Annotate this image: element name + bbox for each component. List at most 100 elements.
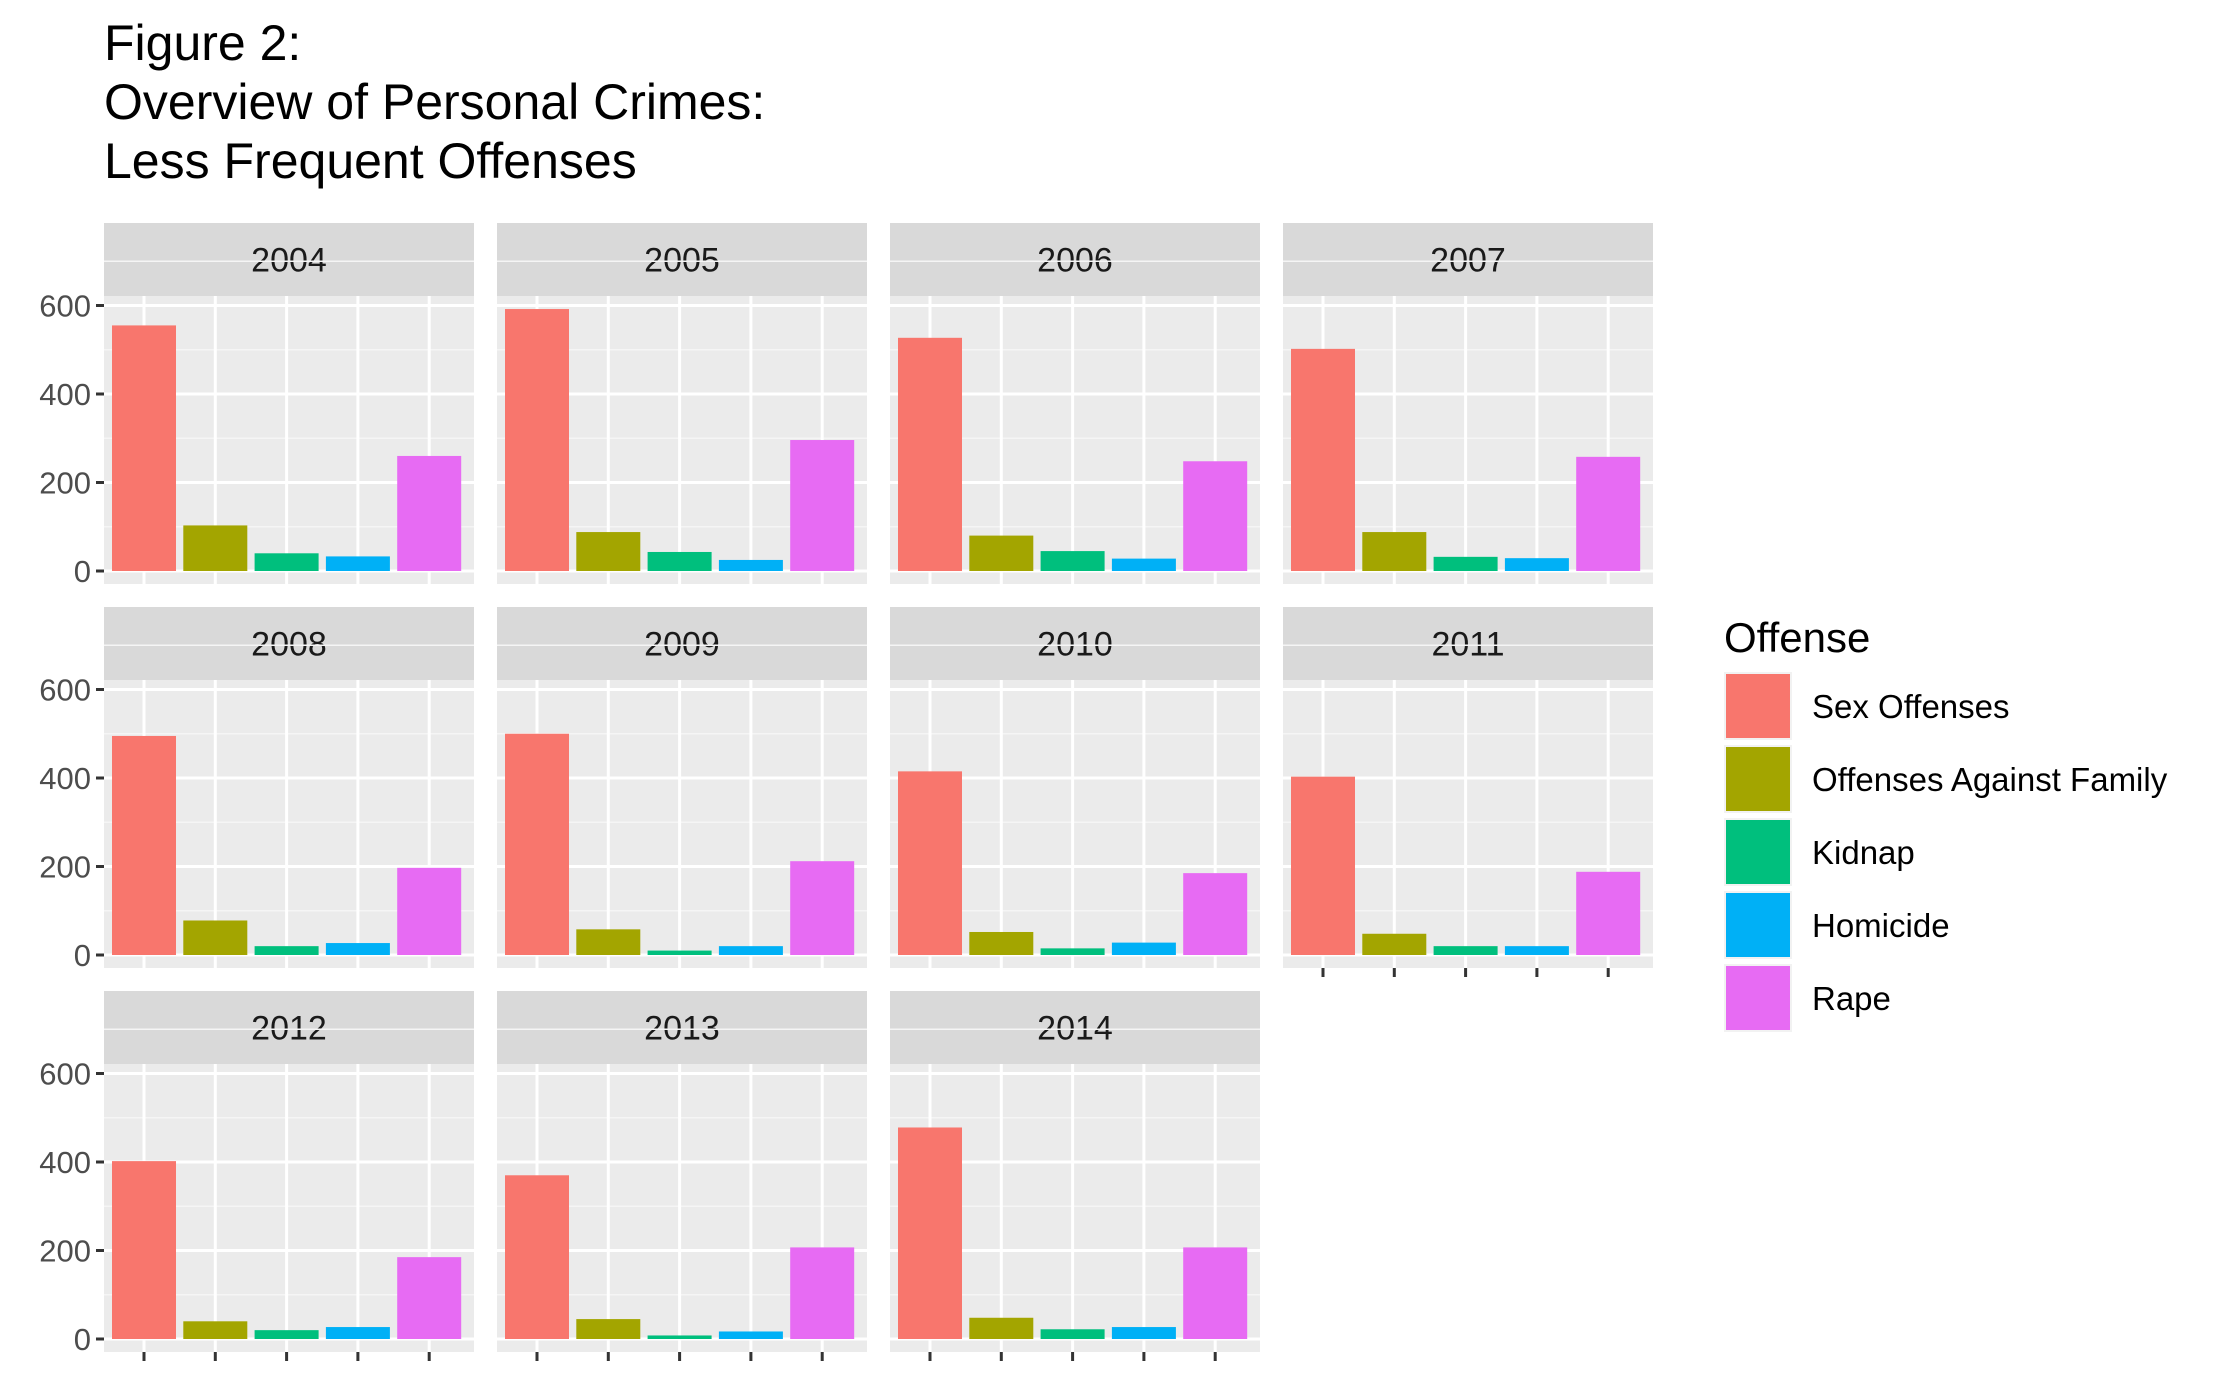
bar-homicide bbox=[1111, 942, 1176, 955]
bar-kidnap bbox=[1040, 551, 1105, 571]
facet-strip bbox=[497, 991, 867, 1064]
legend-key-swatch bbox=[1726, 966, 1790, 1030]
bar-offenses-against-family bbox=[969, 535, 1034, 571]
facet-panel-2013: 2013 bbox=[497, 991, 867, 1361]
bar-offenses-against-family bbox=[183, 525, 248, 571]
bar-rape bbox=[790, 861, 855, 955]
bar-kidnap bbox=[1433, 556, 1498, 571]
y-tick-label: 600 bbox=[39, 1057, 91, 1092]
facet-panel-2007: 2007 bbox=[1283, 223, 1653, 584]
facet-strip bbox=[1283, 223, 1653, 296]
chart-title-line-1: Figure 2: bbox=[104, 15, 302, 71]
facet-panel-2010: 2010 bbox=[890, 607, 1260, 968]
bar-kidnap bbox=[647, 551, 712, 571]
bar-offenses-against-family bbox=[183, 920, 248, 955]
facet-strip bbox=[497, 607, 867, 680]
bar-homicide bbox=[1504, 946, 1569, 955]
bar-rape bbox=[397, 1257, 462, 1339]
legend-key-swatch bbox=[1726, 747, 1790, 811]
facet-strip bbox=[104, 223, 474, 296]
bar-offenses-against-family bbox=[1362, 933, 1427, 955]
bar-rape bbox=[397, 867, 462, 955]
bar-sex-offenses bbox=[898, 771, 962, 955]
legend: Offense Sex Offenses Offenses Against Fami… bbox=[1724, 614, 2168, 1032]
bar-kidnap bbox=[647, 950, 712, 955]
bar-homicide bbox=[325, 1327, 390, 1339]
legend-key-swatch bbox=[1726, 820, 1790, 884]
facet-strip bbox=[890, 223, 1260, 296]
bar-sex-offenses bbox=[1291, 348, 1355, 571]
bar-sex-offenses bbox=[112, 735, 176, 955]
bar-homicide bbox=[1111, 558, 1176, 571]
bar-kidnap bbox=[647, 1335, 712, 1339]
facet-panel-2006: 2006 bbox=[890, 223, 1260, 584]
legend-title: Offense bbox=[1724, 614, 1870, 661]
bar-homicide bbox=[325, 943, 390, 955]
bar-rape bbox=[1183, 1247, 1248, 1339]
y-tick-label: 400 bbox=[39, 377, 91, 412]
bar-offenses-against-family bbox=[969, 931, 1034, 955]
legend-key-swatch bbox=[1726, 674, 1790, 738]
bar-offenses-against-family bbox=[576, 929, 641, 955]
bar-sex-offenses bbox=[112, 325, 176, 571]
bar-rape bbox=[1183, 873, 1248, 955]
facet-strip bbox=[1283, 607, 1653, 680]
bar-homicide bbox=[1504, 558, 1569, 571]
y-tick-label: 200 bbox=[39, 850, 91, 885]
facet-panel-2011: 2011 bbox=[1283, 607, 1653, 977]
bar-rape bbox=[1576, 456, 1641, 571]
facet-strip bbox=[104, 991, 474, 1064]
bar-kidnap bbox=[1433, 946, 1498, 955]
bar-kidnap bbox=[254, 1330, 319, 1339]
y-tick-label: 0 bbox=[74, 1322, 91, 1357]
facet-strip bbox=[104, 607, 474, 680]
y-tick-label: 0 bbox=[74, 554, 91, 589]
bar-offenses-against-family bbox=[1362, 532, 1427, 571]
y-tick-label: 0 bbox=[74, 938, 91, 973]
bar-rape bbox=[790, 440, 855, 571]
chart-title-line-2: Overview of Personal Crimes: bbox=[104, 74, 766, 130]
bar-kidnap bbox=[1040, 948, 1105, 955]
bar-homicide bbox=[718, 946, 783, 955]
bar-rape bbox=[397, 455, 462, 571]
bar-homicide bbox=[325, 556, 390, 571]
facet-panel-2009: 2009 bbox=[497, 607, 867, 968]
facet-panel-2005: 2005 bbox=[497, 223, 867, 584]
bar-sex-offenses bbox=[505, 1175, 569, 1339]
legend-key-swatch bbox=[1726, 893, 1790, 957]
legend-item-label: Sex Offenses bbox=[1812, 688, 2010, 725]
bar-rape bbox=[1183, 461, 1248, 571]
bar-rape bbox=[1576, 871, 1641, 955]
bar-sex-offenses bbox=[898, 1127, 962, 1339]
facet-panel-2014: 2014 bbox=[890, 991, 1260, 1361]
bar-kidnap bbox=[254, 553, 319, 571]
bar-homicide bbox=[718, 559, 783, 571]
bar-sex-offenses bbox=[1291, 776, 1355, 955]
bar-homicide bbox=[1111, 1327, 1176, 1339]
bar-kidnap bbox=[1040, 1329, 1105, 1339]
facet-strip bbox=[497, 223, 867, 296]
y-tick-label: 400 bbox=[39, 1145, 91, 1180]
y-tick-label: 200 bbox=[39, 1234, 91, 1269]
facet-strip bbox=[890, 991, 1260, 1064]
facet-strip bbox=[890, 607, 1260, 680]
legend-item-label: Kidnap bbox=[1812, 834, 1915, 871]
chart-title-line-3: Less Frequent Offenses bbox=[104, 133, 637, 189]
bar-offenses-against-family bbox=[969, 1317, 1034, 1339]
legend-item-label: Offenses Against Family bbox=[1812, 761, 2168, 798]
bar-offenses-against-family bbox=[576, 532, 641, 571]
bar-sex-offenses bbox=[112, 1161, 176, 1339]
chart-title: Figure 2: Overview of Personal Crimes: L… bbox=[104, 14, 765, 191]
bar-sex-offenses bbox=[505, 309, 569, 571]
y-tick-label: 200 bbox=[39, 466, 91, 501]
bar-rape bbox=[790, 1247, 855, 1339]
bar-kidnap bbox=[254, 946, 319, 955]
legend-item-label: Homicide bbox=[1812, 907, 1950, 944]
bar-homicide bbox=[718, 1331, 783, 1339]
y-tick-label: 600 bbox=[39, 673, 91, 708]
legend-item-label: Rape bbox=[1812, 980, 1891, 1017]
